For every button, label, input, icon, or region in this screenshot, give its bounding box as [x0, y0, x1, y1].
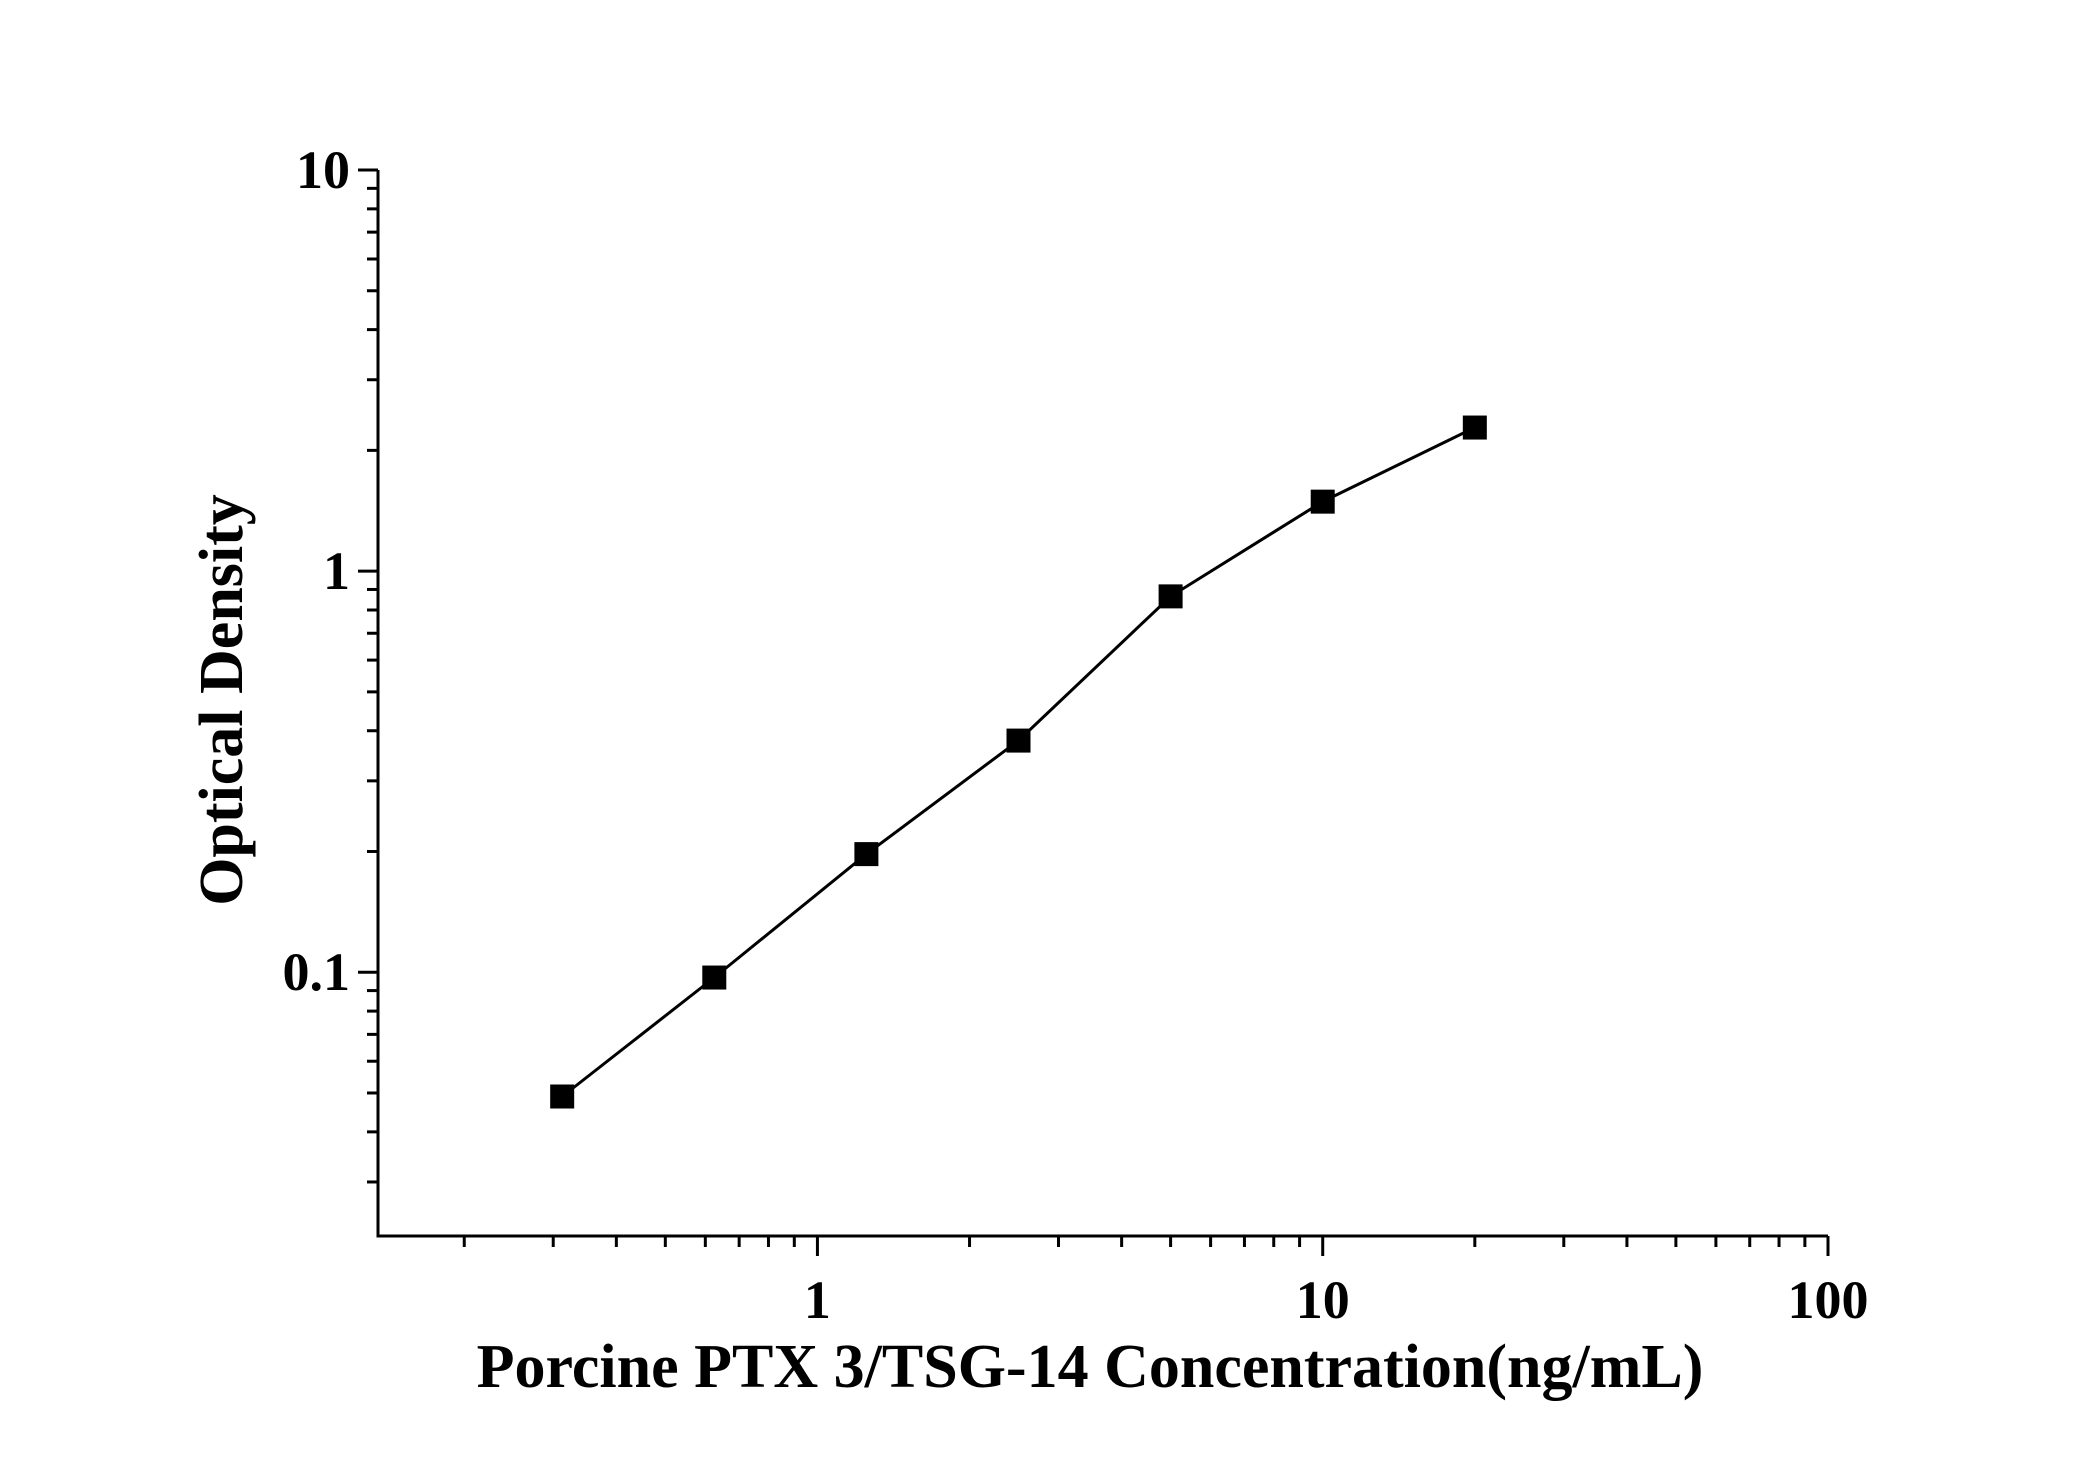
x-tick-label: 100: [1788, 1270, 1869, 1330]
series: [550, 415, 1487, 1109]
data-point: [702, 965, 727, 990]
axis-frame: [376, 170, 1828, 1238]
axes: [376, 170, 1828, 1238]
y-tick-label: 0.1: [283, 942, 351, 1002]
data-point: [1006, 728, 1031, 753]
y-tick-label: 10: [296, 140, 350, 200]
x-tick-label: 1: [804, 1270, 831, 1330]
data-point: [1462, 415, 1487, 440]
y-axis-title: Optical Density: [188, 494, 256, 906]
data-point: [550, 1084, 575, 1109]
x-axis-title: Porcine PTX 3/TSG-14 Concentration(ng/mL…: [477, 1333, 1704, 1401]
data-point: [1158, 584, 1183, 609]
tick-labels: 1 10 100 0.1 1 10: [283, 140, 1869, 1330]
x-tick-label: 10: [1296, 1270, 1350, 1330]
series-line: [561, 426, 1476, 1098]
data-point: [1310, 489, 1335, 514]
ticks: [358, 168, 1830, 1256]
y-tick-label: 1: [323, 541, 350, 601]
data-point: [854, 842, 879, 867]
